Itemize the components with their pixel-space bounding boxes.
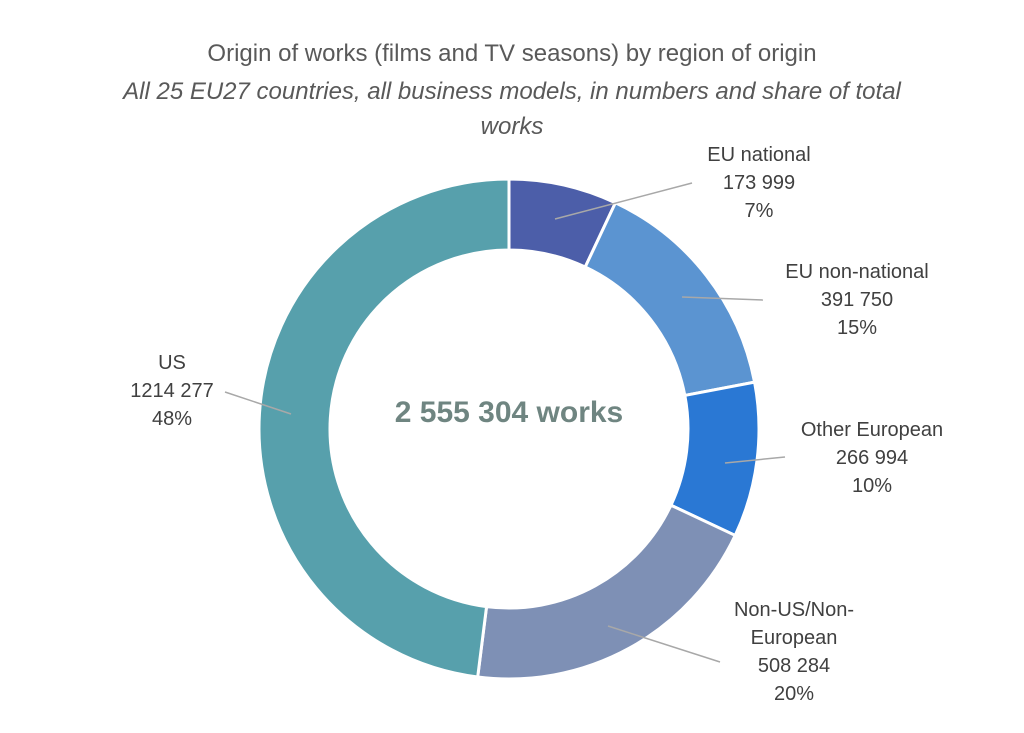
segment-share: 48%: [151, 408, 193, 430]
donut-segments: [257, 177, 761, 681]
leader-line-eu-non-national: [681, 296, 764, 301]
segment-value: 266 994: [835, 447, 909, 469]
donut-segment-us: [257, 177, 511, 679]
segment-value: 1214 277: [130, 380, 214, 402]
donut-segment-non-us-non-european: [476, 503, 737, 681]
leader-line-eu-national: [554, 182, 693, 220]
segment-name: EU national: [707, 144, 811, 166]
segment-name: US: [158, 352, 186, 374]
segment-value: 173 999: [722, 172, 796, 194]
segment-share: 10%: [851, 475, 893, 497]
segment-callout-eu-non-national: EU non-national 391 750 15%: [767, 258, 947, 342]
chart-subtitle-line-2: works: [480, 113, 544, 140]
segment-name: Non-US/Non-European: [733, 599, 855, 649]
segment-name: Other European: [800, 419, 944, 441]
leader-line-other-european: [724, 456, 786, 464]
chart-title: Origin of works (films and TV seasons) b…: [207, 40, 817, 67]
chart-subtitle: All 25 EU27 countries, all business mode…: [0, 74, 1024, 144]
chart-subtitle-line-1: All 25 EU27 countries, all business mode…: [123, 78, 901, 105]
segment-value: 508 284: [757, 655, 831, 677]
leader-line-us: [224, 391, 292, 415]
segment-share: 15%: [836, 317, 878, 339]
segment-name: EU non-national: [785, 261, 929, 283]
segment-share: 20%: [773, 683, 815, 705]
leader-lines: [224, 182, 786, 663]
segment-callout-us: US 1214 277 48%: [92, 349, 252, 433]
segment-callout-other-european: Other European 266 994 10%: [782, 416, 962, 500]
segment-value: 391 750: [820, 289, 894, 311]
leader-line-non-us-non-european: [607, 625, 721, 663]
segment-callout-non-us-non-european: Non-US/Non-European 508 284 20%: [714, 596, 874, 708]
segment-share: 7%: [744, 200, 774, 222]
donut-center-total: 2 555 304 works: [394, 396, 624, 429]
segment-callout-eu-national: EU national 173 999 7%: [669, 141, 849, 225]
